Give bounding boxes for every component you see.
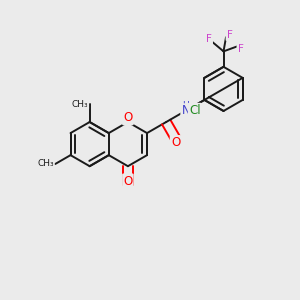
Text: F: F bbox=[206, 34, 212, 44]
Text: F: F bbox=[238, 44, 244, 54]
Text: O: O bbox=[123, 175, 133, 188]
Text: O: O bbox=[171, 136, 180, 149]
Text: F: F bbox=[226, 30, 232, 40]
Text: O: O bbox=[123, 111, 133, 124]
Text: CH₃: CH₃ bbox=[72, 100, 88, 109]
Text: H: H bbox=[182, 101, 189, 110]
Text: Cl: Cl bbox=[189, 104, 201, 117]
Text: CH₃: CH₃ bbox=[37, 160, 54, 169]
Text: N: N bbox=[182, 104, 190, 118]
